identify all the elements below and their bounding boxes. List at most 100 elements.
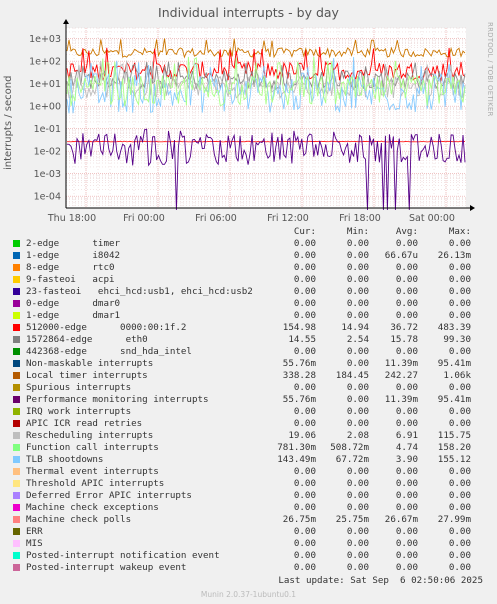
legend-name: 1572864-edge eth0 xyxy=(26,334,148,345)
header-min: Min: xyxy=(346,226,369,237)
legend-min: 0.00 xyxy=(346,502,369,513)
legend-min: 0.00 xyxy=(346,286,369,297)
legend-min: 2.54 xyxy=(346,334,369,345)
legend-swatch xyxy=(13,240,20,247)
legend-avg: 0.00 xyxy=(395,562,418,573)
legend-min: 0.00 xyxy=(346,238,369,249)
legend-cur: 0.00 xyxy=(293,274,316,285)
legend-row: Machine check polls 26.75m 25.75m 26.67m 27.… xyxy=(0,514,497,526)
munin-version: Munin 2.0.37-1ubuntu0.1 xyxy=(200,590,297,599)
legend-min: 0.00 xyxy=(346,382,369,393)
legend-name: MIS xyxy=(26,538,43,549)
legend-row: ERR 0.00 0.00 0.00 0.00 xyxy=(0,526,497,538)
y-tick-label: 1e+01 xyxy=(29,79,61,90)
x-tick-labels: Thu 18:00 Fri 00:00 Fri 06:00 Fri 12:00 Fri … xyxy=(47,213,455,224)
legend-max: 95.41m xyxy=(437,394,471,405)
legend-min: 67.72m xyxy=(335,454,369,465)
legend-max: 0.00 xyxy=(448,382,471,393)
legend-cur: 781.30m xyxy=(277,442,316,453)
legend-min: 0.00 xyxy=(346,478,369,489)
legend-avg: 11.39m xyxy=(384,394,418,405)
legend-name: ERR xyxy=(26,526,43,537)
legend-name: Posted-interrupt notification event xyxy=(26,550,220,561)
y-tick-label: 1e+03 xyxy=(29,34,61,45)
legend-avg: 66.67u xyxy=(384,250,418,261)
legend-cur: 338.28 xyxy=(282,370,316,381)
series-line xyxy=(66,38,466,59)
legend-min: 0.00 xyxy=(346,490,369,501)
legend-row: Posted-interrupt notification event 0.00 0… xyxy=(0,550,497,562)
legend-cur: 0.00 xyxy=(293,250,316,261)
legend-min: 0.00 xyxy=(346,538,369,549)
legend-swatch xyxy=(13,516,20,523)
legend-min: 25.75m xyxy=(335,514,369,525)
x-tick-label: Fri 12:00 xyxy=(267,213,309,224)
legend-avg: 0.00 xyxy=(395,538,418,549)
y-axis-arrow xyxy=(63,19,69,24)
legend-cur: 0.00 xyxy=(293,346,316,357)
legend-max: 0.00 xyxy=(448,238,471,249)
legend-cur: 55.76m xyxy=(282,358,316,369)
series-line xyxy=(66,46,466,82)
legend-max: 115.75 xyxy=(437,430,471,441)
legend-min: 0.00 xyxy=(346,298,369,309)
legend-swatch xyxy=(13,444,20,451)
legend-max: 0.00 xyxy=(448,310,471,321)
header-cur: Cur: xyxy=(293,226,316,237)
y-tick-label: 1e+00 xyxy=(29,102,61,113)
legend-name: Deferred Error APIC interrupts xyxy=(26,490,192,501)
legend-swatch xyxy=(13,348,20,355)
legend-swatch xyxy=(13,372,20,379)
legend-name: 442368-edge snd_hda_intel xyxy=(26,346,192,357)
legend-avg: 242.27 xyxy=(384,370,418,381)
y-tick-label: 1e-03 xyxy=(34,169,61,180)
legend-name: Machine check polls xyxy=(26,514,132,525)
legend-cur: 0.00 xyxy=(293,526,316,537)
legend-max: 95.41m xyxy=(437,358,471,369)
legend-avg: 0.00 xyxy=(395,502,418,513)
legend-name: Function call interrupts xyxy=(26,442,159,453)
legend-name: TLB shootdowns xyxy=(26,454,104,465)
legend-min: 0.00 xyxy=(346,418,369,429)
series-line xyxy=(66,56,466,107)
legend-swatch xyxy=(13,288,20,295)
legend-row: Rescheduling interrupts 19.06 2.08 6.91 115.… xyxy=(0,430,497,442)
legend-min: 0.00 xyxy=(346,526,369,537)
legend-cur: 0.00 xyxy=(293,538,316,549)
y-tick-labels: 1e+03 1e+02 1e+01 1e+00 1e-01 1e-02 1e-03 1e-04 xyxy=(29,34,61,203)
legend-avg: 0.00 xyxy=(395,262,418,273)
legend-name: Machine check exceptions xyxy=(26,502,159,513)
legend-max: 0.00 xyxy=(448,466,471,477)
legend-swatch xyxy=(13,312,20,319)
legend-min: 0.00 xyxy=(346,562,369,573)
legend-name: IRQ work interrupts xyxy=(26,406,132,417)
legend-swatch xyxy=(13,252,20,259)
legend-row: Non-maskable interrupts 55.76m 0.00 11.39m 9… xyxy=(0,358,497,370)
legend-max: 0.00 xyxy=(448,538,471,549)
legend-swatch xyxy=(13,468,20,475)
legend-min: 0.00 xyxy=(346,346,369,357)
legend-swatch xyxy=(13,420,20,427)
legend-row: 442368-edge snd_hda_intel 0.00 0.00 0.00 0.0… xyxy=(0,346,497,358)
legend-name: Performance monitoring interrupts xyxy=(26,394,209,405)
legend-max: 0.00 xyxy=(448,502,471,513)
legend-swatch xyxy=(13,396,20,403)
legend-row: IRQ work interrupts 0.00 0.00 0.00 0.00 xyxy=(0,406,497,418)
legend-row: 1-edge dmar1 0.00 0.00 0.00 0.00 xyxy=(0,310,497,322)
legend-min: 0.00 xyxy=(346,466,369,477)
legend-cur: 26.75m xyxy=(282,514,316,525)
legend-cur: 0.00 xyxy=(293,238,316,249)
legend-row: Posted-interrupt wakeup event 0.00 0.00 0.0… xyxy=(0,562,497,574)
legend-row: Deferred Error APIC interrupts 0.00 0.00 0.… xyxy=(0,490,497,502)
x-tick-label: Fri 00:00 xyxy=(123,213,165,224)
legend-cur: 0.00 xyxy=(293,466,316,477)
legend-name: 512000-edge 0000:00:1f.2 xyxy=(26,322,187,333)
legend-name: Spurious interrupts xyxy=(26,382,132,393)
legend-swatch xyxy=(13,276,20,283)
legend-cur: 154.98 xyxy=(282,322,316,333)
legend-swatch xyxy=(13,360,20,367)
legend-cur: 0.00 xyxy=(293,562,316,573)
legend-row: TLB shootdowns 143.49m 67.72m 3.90 155.12 xyxy=(0,454,497,466)
legend-cur: 143.49m xyxy=(277,454,316,465)
legend-name: APIC ICR read retries xyxy=(26,418,143,429)
